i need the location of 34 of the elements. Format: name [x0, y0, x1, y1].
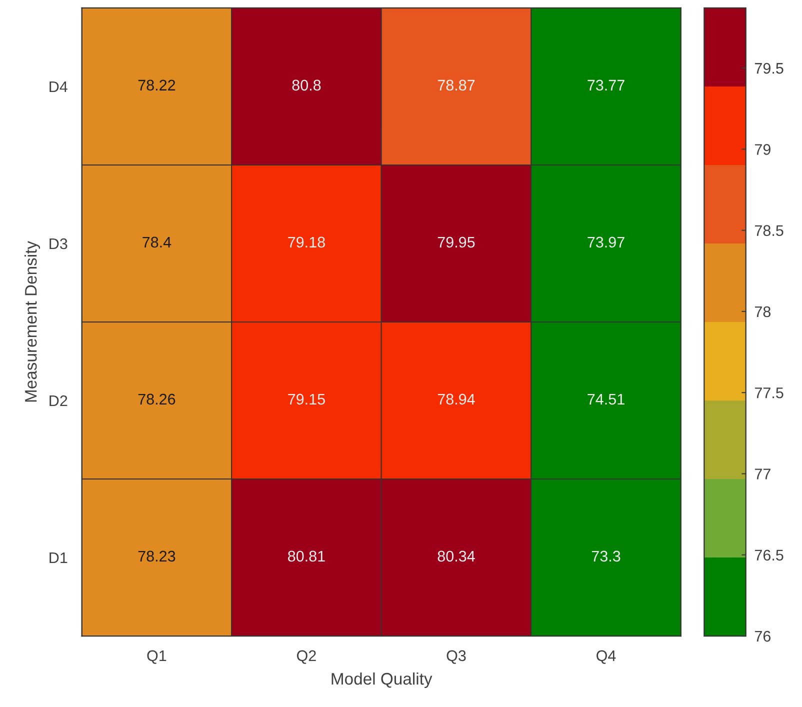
x-tick-label: Q4 [596, 650, 616, 664]
color-bar-label: 79 [754, 144, 770, 155]
y-axis-title: Measurement Density [24, 240, 40, 402]
data-label: 80.34 [438, 550, 475, 562]
data-label: 78.4 [142, 236, 172, 248]
y-tick-label: D4 [50, 82, 68, 92]
x-tick-label: Q2 [297, 650, 316, 664]
color-bar-label: 77 [754, 468, 770, 480]
x-tick-label: Q1 [147, 650, 166, 664]
color-bar-label: 76.5 [754, 550, 784, 561]
data-label: 79.18 [288, 236, 325, 248]
color-bar-label: 76 [754, 630, 771, 642]
data-label: 80.8 [292, 80, 321, 91]
data-label: 78.26 [138, 394, 176, 405]
color-bar-label: 78 [754, 306, 771, 318]
data-label: 73.97 [588, 236, 624, 248]
data-label: 79.15 [288, 394, 325, 405]
data-label: 80.81 [288, 550, 325, 562]
data-label: 78.23 [138, 550, 176, 562]
color-bar-label: 79.5 [754, 62, 784, 74]
data-label: 79.95 [438, 236, 475, 248]
data-label: 73.77 [588, 80, 624, 91]
color-bar-label: 78.5 [754, 225, 784, 236]
data-label: 74.51 [588, 394, 624, 405]
x-axis-title: Model Quality [332, 672, 432, 688]
x-tick-label: Q3 [446, 650, 466, 664]
y-tick-label: D2 [50, 395, 68, 406]
y-tick-label: D1 [50, 552, 68, 564]
color-bar-label: 77.5 [754, 388, 784, 398]
data-label: 73.3 [592, 550, 620, 562]
data-label: 78.22 [138, 80, 176, 91]
data-label: 78.94 [438, 394, 475, 405]
y-tick-label: D3 [50, 238, 68, 250]
data-label: 78.87 [438, 80, 475, 91]
